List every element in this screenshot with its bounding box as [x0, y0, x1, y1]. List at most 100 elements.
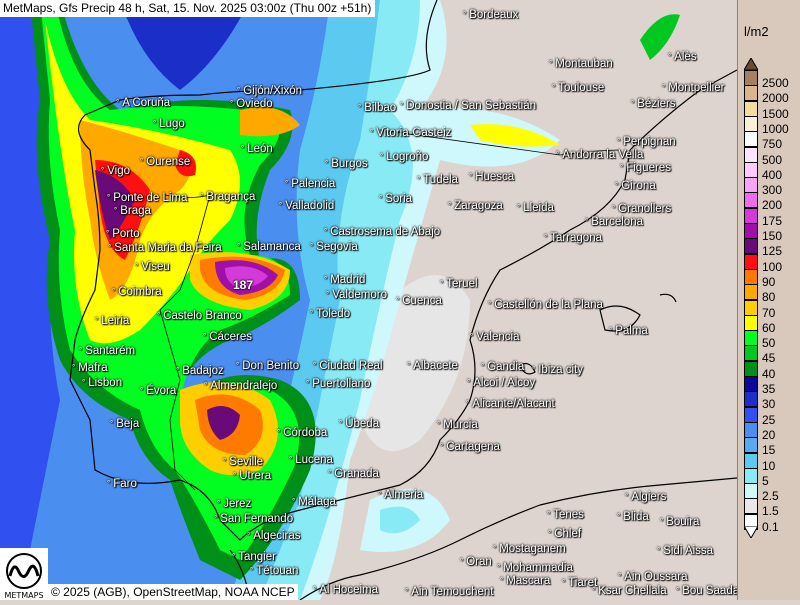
legend-swatch	[744, 314, 758, 331]
city-dot-icon: °	[313, 585, 317, 594]
city-dot-icon: °	[232, 552, 236, 561]
city-dot-icon: °	[247, 531, 251, 540]
city-dot-icon: °	[417, 175, 421, 184]
city-label: ° Palencia	[285, 178, 335, 190]
city-label: ° Toledo	[310, 308, 350, 320]
city-name: Valencia	[476, 331, 520, 343]
city-name: Béziers	[637, 98, 676, 110]
city-dot-icon: °	[217, 499, 221, 508]
legend-label: 20	[762, 427, 776, 442]
city-dot-icon: °	[556, 150, 560, 159]
city-name: Burgos	[331, 158, 368, 170]
city-dot-icon: °	[407, 361, 411, 370]
legend-label: 40	[762, 366, 776, 381]
city-dot-icon: °	[250, 566, 254, 575]
legend-level: 1.5	[744, 498, 800, 518]
city-name: Évora	[146, 385, 177, 397]
city-label: ° Gandia	[481, 361, 524, 373]
legend: l/m2 2500 2000 1500 1000 750 500 400 300 200 175 1…	[737, 0, 800, 600]
city-label: ° Algeciras	[247, 530, 301, 542]
city-dot-icon: °	[466, 399, 470, 408]
legend-label: 400	[762, 167, 783, 182]
legend-level: 20	[744, 421, 800, 442]
city-label: ° Castellón de la Plana	[488, 299, 603, 311]
city-name: Gandia	[487, 361, 525, 373]
city-name: Castellón de la Plana	[494, 299, 603, 311]
city-dot-icon: °	[237, 242, 241, 251]
city-dot-icon: °	[380, 152, 384, 161]
city-dot-icon: °	[615, 181, 619, 190]
city-label: ° Burgos	[325, 158, 368, 170]
legend-level: 50	[744, 330, 800, 350]
precipitation-map[interactable]: ° Bordeaux ° Montauban ° Alès ° Toulouse ° Montpe…	[0, 0, 737, 600]
legend-swatch	[744, 437, 758, 454]
city-label: ° Girona	[615, 180, 656, 192]
legend-level: 100	[744, 253, 800, 274]
city-dot-icon: °	[488, 300, 492, 309]
city-name: Almendralejo	[210, 380, 278, 392]
city-name: Andorra la Vella	[562, 149, 644, 161]
legend-label: 175	[762, 213, 783, 228]
city-dot-icon: °	[437, 420, 441, 429]
legend-level: 400	[744, 161, 800, 182]
city-label: ° Cuenca	[396, 295, 442, 307]
city-dot-icon: °	[79, 346, 83, 355]
city-label: ° Coimbra	[112, 286, 162, 298]
legend-label: 80	[762, 290, 776, 305]
legend-level: 125	[744, 238, 800, 258]
city-dot-icon: °	[617, 137, 621, 146]
city-name: Tétouan	[256, 565, 299, 577]
city-dot-icon: °	[440, 279, 444, 288]
city-label: ° Almeria	[378, 489, 423, 501]
city-label: ° A Coruña	[116, 97, 170, 109]
city-name: Tarragona	[550, 232, 602, 244]
city-label: ° Valdemoro	[326, 289, 387, 301]
legend-swatch	[744, 70, 758, 86]
city-dot-icon: °	[326, 290, 330, 299]
city-name: Chlef	[554, 528, 582, 540]
city-label: ° Leiria	[95, 315, 129, 327]
legend-top-arrow-icon	[744, 58, 758, 70]
city-name: Murcia	[443, 419, 478, 431]
legend-level: 80	[744, 284, 800, 304]
legend-swatch	[744, 253, 758, 270]
city-dot-icon: °	[548, 529, 552, 538]
city-label: ° Salamanca	[237, 241, 301, 253]
city-dot-icon: °	[668, 52, 672, 61]
city-dot-icon: °	[112, 287, 116, 296]
city-label: ° Córdoba	[277, 427, 327, 439]
city-name: Vigo	[107, 165, 131, 177]
legend-label: 30	[762, 397, 776, 412]
city-name: Figueres	[626, 162, 671, 174]
city-label: ° Bou Saada	[676, 585, 737, 597]
city-dot-icon: °	[493, 544, 497, 553]
city-name: Don Benito	[242, 360, 300, 372]
city-label: ° Murcia	[437, 419, 478, 431]
city-name: Valdemoro	[332, 289, 387, 301]
city-dot-icon: °	[325, 159, 329, 168]
legend-label: 1000	[762, 121, 789, 136]
city-name: Gijón/Xixón	[243, 85, 303, 97]
city-label: ° Blida	[617, 511, 649, 523]
city-name: Ponte de Lima	[113, 192, 188, 204]
city-label: ° Tangier	[232, 551, 276, 563]
city-dot-icon: °	[279, 201, 283, 210]
city-label: ° Tudela	[417, 174, 458, 186]
legend-label: 15	[762, 443, 776, 458]
city-name: Vitoria-Gasteiz	[376, 127, 452, 139]
legend-swatch	[744, 161, 758, 178]
city-dot-icon: °	[114, 206, 118, 215]
city-name: Tangier	[238, 551, 276, 563]
legend-swatch	[744, 360, 758, 377]
city-dot-icon: °	[448, 201, 452, 210]
city-label: ° Castrosema de Abajo	[324, 226, 440, 238]
city-dot-icon: °	[108, 243, 112, 252]
city-label: ° Bordeaux	[463, 9, 518, 21]
city-dot-icon: °	[324, 227, 328, 236]
city-label: ° Ksar Chellala	[592, 585, 667, 597]
legend-label: 50	[762, 336, 776, 351]
city-dot-icon: °	[660, 517, 664, 526]
city-label: ° Oviedo	[230, 98, 273, 110]
city-name: Lucena	[295, 454, 333, 466]
legend-level: 10	[744, 452, 800, 473]
